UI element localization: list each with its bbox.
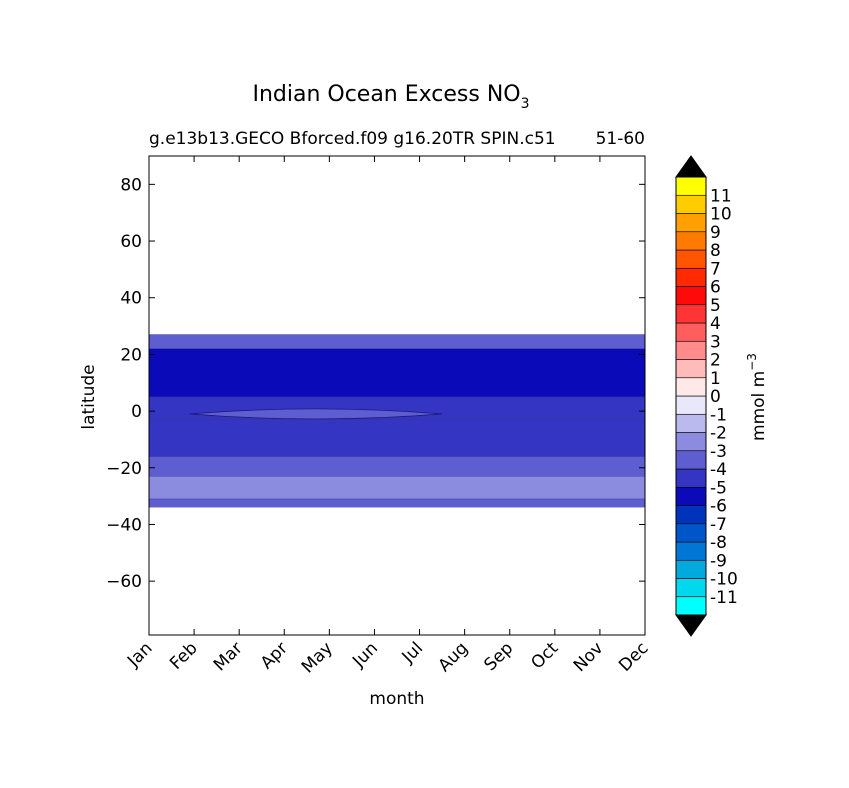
x-tick-label: Jun <box>348 638 382 672</box>
colorbar-tick-label: 5 <box>710 296 721 316</box>
colorbar-segment <box>675 486 707 506</box>
colorbar-segment <box>675 523 707 543</box>
x-tick-label: Feb <box>166 638 201 673</box>
colorbar-segment <box>675 340 707 360</box>
x-tick-label: May <box>298 638 337 677</box>
colorbar-tick-label: -3 <box>710 442 727 462</box>
colorbar-segment <box>675 450 707 470</box>
colorbar-tick-label: -5 <box>710 478 727 498</box>
colorbar-tick-label: 8 <box>710 241 721 261</box>
colorbar-segment <box>675 395 707 415</box>
contour-band <box>149 456 645 477</box>
colorbar-segment <box>675 286 707 306</box>
x-tick-label: Jan <box>123 638 156 671</box>
colorbar-tick-label: -9 <box>710 551 727 571</box>
colorbar-tick-label: -2 <box>710 424 727 444</box>
colorbar-segment <box>675 377 707 397</box>
chart-subtitle-left: g.e13b13.GECO Bforced.f09 g16.20TR SPIN.… <box>149 129 556 149</box>
y-tick-label: 0 <box>131 402 142 422</box>
colorbar-segment <box>675 413 707 433</box>
colorbar-label-superscript: −3 <box>745 353 759 371</box>
colorbar-segment <box>675 505 707 525</box>
x-tick-label: Jul <box>398 638 427 667</box>
colorbar-tick-label: 6 <box>710 278 721 298</box>
colorbar-label: mmol m−3 <box>745 353 769 441</box>
x-tick-label: Apr <box>257 638 292 673</box>
colorbar-segment <box>675 304 707 324</box>
colorbar-extend-high <box>675 155 707 178</box>
colorbar-tick-label: 4 <box>710 314 721 334</box>
x-tick-label: Dec <box>615 638 652 675</box>
colorbar-tick-label: 11 <box>710 186 732 206</box>
colorbar-tick-label: -6 <box>710 497 727 517</box>
colorbar-segment <box>675 194 707 214</box>
contour-band <box>149 334 645 349</box>
colorbar-segment <box>675 432 707 452</box>
chart-title-subscript: 3 <box>521 96 530 112</box>
colorbar-segment <box>675 578 707 598</box>
y-tick-label: 60 <box>120 232 142 252</box>
colorbar-tick-label: 7 <box>710 259 721 279</box>
plot-frame <box>148 155 646 636</box>
colorbar-tick-label: 10 <box>710 205 732 225</box>
x-tick-label: Nov <box>570 638 608 676</box>
y-tick-label: −40 <box>106 515 142 535</box>
colorbar-tick-label: -1 <box>710 405 727 425</box>
y-tick-label: −20 <box>106 459 142 479</box>
colorbar-segment <box>675 249 707 269</box>
colorbar-tick-label: 9 <box>710 223 721 243</box>
colorbar-tick-label: 1 <box>710 369 721 389</box>
contour-band <box>149 476 645 499</box>
colorbar-tick-label: -7 <box>710 515 727 535</box>
x-tick-label: Aug <box>435 638 473 676</box>
colorbar-segment <box>675 541 707 561</box>
colorbar-segment <box>675 322 707 342</box>
x-axis-label: month <box>369 689 424 709</box>
colorbar-extend-low <box>675 614 707 637</box>
y-tick-label: 40 <box>120 289 142 309</box>
colorbar-segment <box>675 213 707 233</box>
contour-band <box>149 419 645 457</box>
colorbar-tick-label: -4 <box>710 460 727 480</box>
colorbar-segment <box>675 176 707 196</box>
colorbar-tick-label: 3 <box>710 332 721 352</box>
colorbar-tick-label: -11 <box>710 588 738 608</box>
contour-band <box>149 348 645 397</box>
x-tick-label: Sep <box>480 638 517 675</box>
chart-subtitle-right: 51-60 <box>596 129 645 149</box>
colorbar-segment <box>675 596 707 616</box>
x-tick-label: Mar <box>210 638 247 675</box>
colorbar-segment <box>675 231 707 251</box>
y-tick-label: −60 <box>106 572 142 592</box>
y-tick-label: 20 <box>120 345 142 365</box>
colorbar-tick-label: 2 <box>710 351 721 371</box>
colorbar-tick-label: 0 <box>710 387 721 407</box>
plot-area <box>149 334 645 508</box>
x-tick-label: Oct <box>527 638 562 673</box>
colorbar-tick-label: -8 <box>710 533 727 553</box>
colorbar-segment <box>675 468 707 488</box>
colorbar-segment <box>675 559 707 579</box>
chart-title: Indian Ocean Excess NO3 <box>252 82 529 112</box>
colorbar-frame <box>675 176 707 616</box>
y-axis: 80 60 40 20 0 −20 −40 −60 <box>106 175 645 592</box>
contour-feature <box>189 408 443 420</box>
colorbar-segment <box>675 359 707 379</box>
y-axis-label: latitude <box>79 364 99 429</box>
y-tick-label: 80 <box>120 175 142 195</box>
colorbar-tick-label: -10 <box>710 570 738 590</box>
contour-band <box>149 498 645 508</box>
colorbar-segment <box>675 267 707 287</box>
